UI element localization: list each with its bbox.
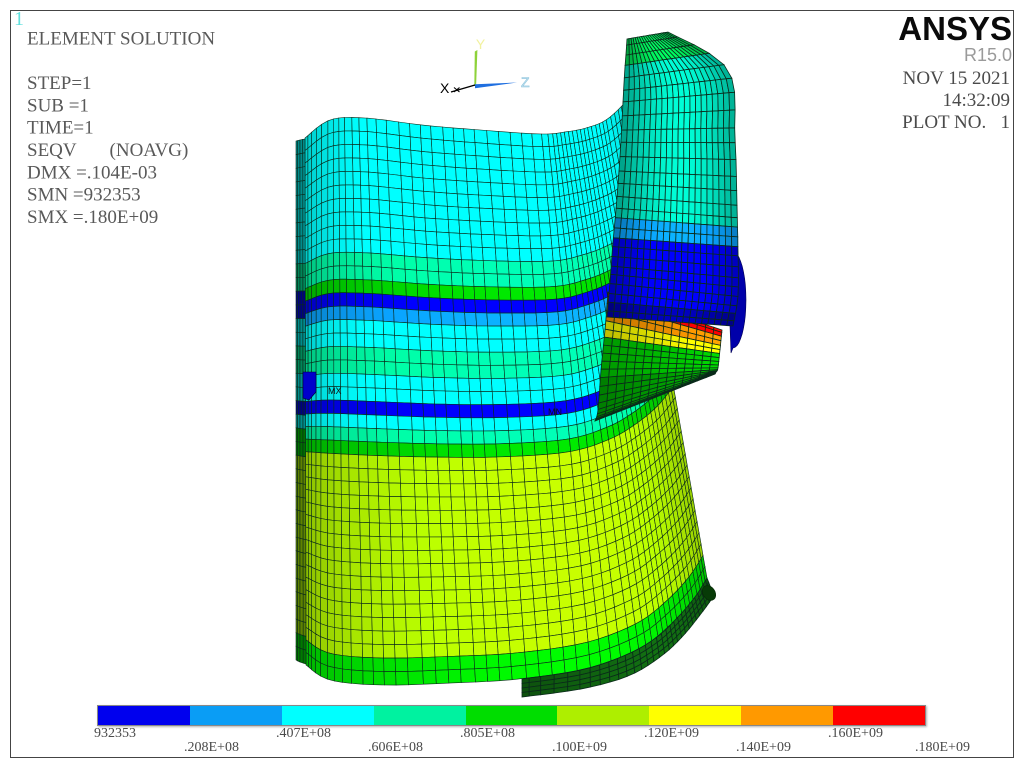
svg-text:Y: Y <box>476 36 486 52</box>
svg-text:X: X <box>440 80 450 93</box>
svg-text:MX: MX <box>328 386 342 396</box>
svg-text:MN: MN <box>548 407 562 417</box>
svg-text:Z: Z <box>521 74 530 90</box>
